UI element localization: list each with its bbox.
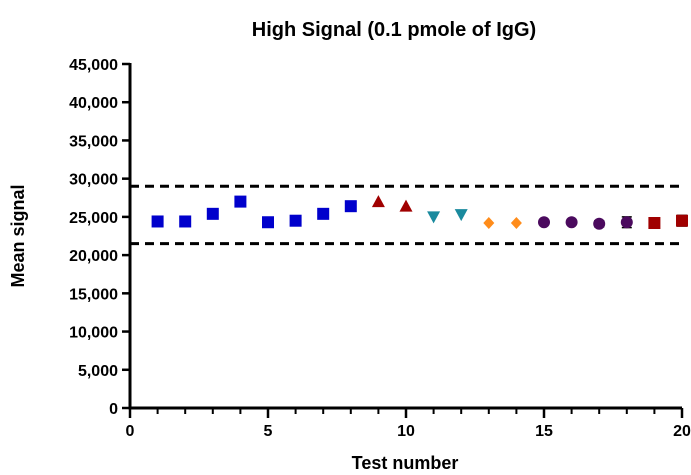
x-axis-ticks: 0 5 10 15 20 [126, 408, 691, 440]
circle-marker [566, 216, 578, 228]
error-bars [594, 215, 687, 227]
square-marker [207, 208, 219, 220]
square-marker [676, 215, 688, 227]
y-tick-label: 35,000 [69, 133, 118, 150]
square-marker [262, 216, 274, 228]
x-tick-label: 20 [673, 423, 691, 440]
circle-marker [593, 218, 605, 230]
square-marker [179, 215, 191, 227]
y-tick-label: 10,000 [69, 325, 118, 342]
x-tick-label: 0 [126, 423, 135, 440]
data-points [152, 195, 688, 230]
triangle-up-marker [372, 195, 385, 207]
chart-title: High Signal (0.1 pmole of IgG) [252, 19, 536, 41]
y-axis-label: Mean signal [8, 184, 28, 287]
y-axis-ticks: 0 5,000 10,000 15,000 20,000 25,000 30,000 35,0… [69, 57, 130, 418]
x-tick-label: 15 [535, 423, 553, 440]
square-marker [648, 217, 660, 229]
y-tick-label: 15,000 [69, 286, 118, 303]
x-tick-label: 5 [264, 423, 273, 440]
square-marker [290, 215, 302, 227]
triangle-down-marker [455, 209, 468, 221]
y-tick-label: 30,000 [69, 172, 118, 189]
triangle-up-marker [400, 200, 413, 212]
diamond-marker [511, 217, 522, 229]
square-marker [317, 208, 329, 220]
y-tick-label: 40,000 [69, 95, 118, 112]
circle-marker [538, 216, 550, 228]
y-tick-label: 45,000 [69, 57, 118, 74]
y-tick-label: 0 [109, 401, 118, 418]
y-tick-label: 20,000 [69, 248, 118, 265]
circle-marker [621, 216, 633, 228]
y-tick-label: 25,000 [69, 210, 118, 227]
square-marker [345, 200, 357, 212]
diamond-marker [483, 217, 494, 229]
x-axis-label: Test number [352, 453, 459, 473]
y-tick-label: 5,000 [78, 363, 118, 380]
triangle-down-marker [427, 211, 440, 223]
axes [129, 63, 683, 408]
square-marker [234, 196, 246, 208]
x-tick-label: 10 [397, 423, 415, 440]
square-marker [152, 215, 164, 227]
